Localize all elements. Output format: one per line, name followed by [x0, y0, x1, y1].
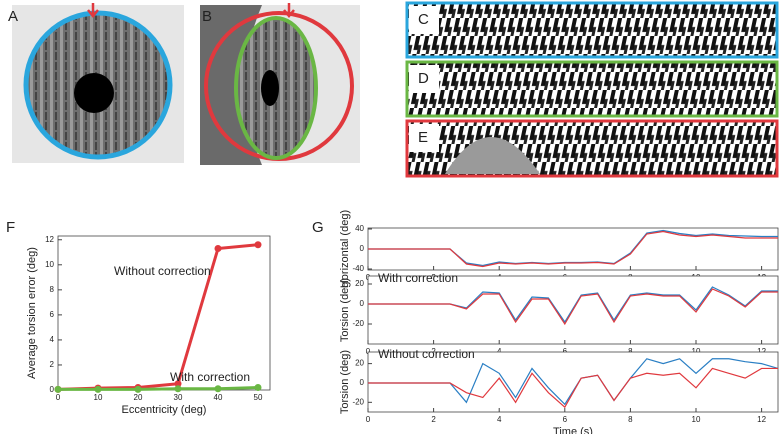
y-tick-label: 0	[50, 385, 55, 394]
series-label: Without correction	[114, 264, 211, 278]
x-tick-label: 0	[366, 415, 371, 424]
x-tick-label: 10	[692, 415, 701, 424]
panel-a-image	[12, 3, 184, 163]
subplot-title: Without correction	[378, 347, 475, 361]
panel-label: E	[418, 129, 428, 146]
y-tick-label: 40	[355, 224, 364, 233]
y-tick-label: 6	[50, 310, 55, 319]
y-tick-label: 0	[360, 244, 365, 253]
point	[174, 380, 182, 388]
plot-area	[367, 351, 779, 413]
y-axis-label: Average torsion error (deg)	[26, 247, 38, 379]
panel-b-image	[200, 3, 360, 165]
panel-label: G	[312, 219, 324, 236]
plot-area	[57, 235, 271, 391]
y-tick-label: 20	[355, 279, 364, 288]
y-axis-label: Torsion (deg)	[339, 278, 351, 342]
point	[134, 385, 142, 393]
series-label: With correction	[170, 370, 250, 384]
x-tick-label: 0	[56, 393, 61, 402]
panel-label: C	[418, 11, 429, 28]
series-line	[368, 288, 778, 326]
point	[214, 385, 222, 393]
panel-label: B	[202, 8, 212, 25]
x-tick-label: 20	[134, 393, 143, 402]
x-tick-label: 30	[174, 393, 183, 402]
x-axis-label: Time (s)	[553, 426, 593, 434]
y-tick-label: 10	[45, 260, 54, 269]
y-tick-label: 8	[50, 285, 55, 294]
y-axis-label: Torsion (deg)	[339, 350, 351, 414]
subplot-title: With correction	[378, 271, 458, 285]
x-axis-label: Eccentricity (deg)	[122, 404, 207, 416]
series-line	[368, 367, 778, 409]
panel-label: D	[418, 70, 429, 87]
x-tick-label: 8	[628, 415, 633, 424]
y-tick-label: 0	[360, 299, 365, 308]
y-tick-label: -20	[352, 319, 364, 328]
point	[54, 385, 62, 393]
y-tick-label: -20	[352, 397, 364, 406]
y-tick-label: 0	[360, 378, 365, 387]
point	[174, 385, 182, 393]
x-tick-label: 12	[757, 415, 766, 424]
unwrapped-strips	[405, 1, 779, 178]
point	[254, 241, 262, 249]
y-tick-label: 2	[50, 360, 55, 369]
point	[94, 385, 102, 393]
y-tick-label: 12	[45, 235, 54, 244]
series-line	[58, 385, 259, 391]
series-line	[368, 230, 778, 268]
point	[214, 245, 222, 253]
x-tick-label: 40	[214, 393, 223, 402]
x-tick-label: 10	[94, 393, 103, 402]
y-tick-label: -40	[352, 264, 364, 273]
y-tick-label: 4	[50, 335, 55, 344]
y-tick-label: 20	[355, 359, 364, 368]
y-axis-label: Horizontal (deg)	[339, 210, 351, 288]
x-tick-label: 50	[254, 393, 263, 402]
x-tick-label: 6	[563, 415, 568, 424]
x-tick-label: 2	[431, 415, 436, 424]
x-tick-label: 4	[497, 415, 502, 424]
point	[254, 383, 262, 391]
panel-label: F	[6, 219, 15, 236]
panel-label: A	[8, 8, 18, 25]
